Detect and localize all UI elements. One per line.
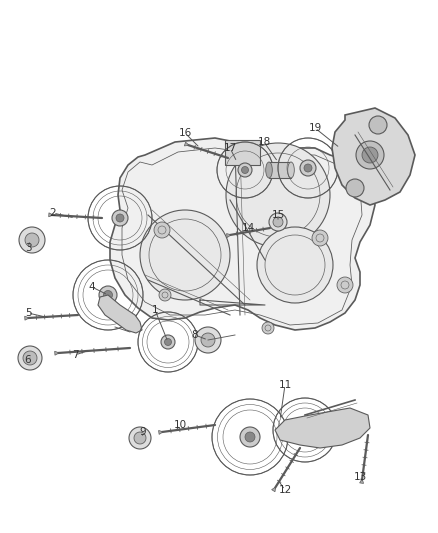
- Text: 14: 14: [241, 223, 254, 233]
- Text: 12: 12: [279, 485, 292, 495]
- Circle shape: [201, 333, 215, 347]
- Polygon shape: [49, 213, 52, 217]
- Circle shape: [300, 160, 316, 176]
- Circle shape: [362, 147, 378, 163]
- Bar: [225, 140, 260, 165]
- Circle shape: [154, 222, 170, 238]
- Circle shape: [195, 327, 221, 353]
- Text: 18: 18: [258, 137, 271, 147]
- Circle shape: [356, 141, 384, 169]
- Polygon shape: [272, 488, 276, 492]
- Circle shape: [129, 427, 151, 449]
- Ellipse shape: [288, 162, 294, 178]
- Polygon shape: [159, 431, 162, 434]
- Circle shape: [269, 213, 287, 231]
- Text: 8: 8: [192, 330, 198, 340]
- Polygon shape: [98, 295, 142, 333]
- Circle shape: [159, 289, 171, 301]
- Text: 1: 1: [152, 305, 158, 315]
- Text: 3: 3: [25, 243, 31, 253]
- Text: 5: 5: [25, 308, 31, 318]
- Polygon shape: [360, 480, 364, 483]
- Text: 17: 17: [223, 143, 237, 153]
- Circle shape: [337, 277, 353, 293]
- Text: 19: 19: [308, 123, 321, 133]
- Text: 11: 11: [279, 380, 292, 390]
- Circle shape: [161, 335, 175, 349]
- Circle shape: [346, 179, 364, 197]
- Text: 6: 6: [25, 355, 31, 365]
- Circle shape: [134, 432, 146, 444]
- Circle shape: [304, 164, 312, 172]
- Polygon shape: [55, 351, 58, 355]
- Text: 15: 15: [272, 210, 285, 220]
- Circle shape: [165, 338, 172, 345]
- Text: 2: 2: [49, 208, 57, 218]
- Circle shape: [25, 233, 39, 247]
- Text: 13: 13: [353, 472, 367, 482]
- Circle shape: [262, 322, 274, 334]
- Circle shape: [99, 286, 117, 304]
- Polygon shape: [184, 142, 188, 146]
- Text: 10: 10: [173, 420, 187, 430]
- Circle shape: [238, 163, 252, 177]
- Circle shape: [369, 116, 387, 134]
- Bar: [269, 162, 291, 178]
- Polygon shape: [275, 408, 370, 448]
- Circle shape: [226, 143, 330, 247]
- Ellipse shape: [266, 162, 272, 178]
- Circle shape: [241, 166, 248, 174]
- Text: 16: 16: [178, 128, 192, 138]
- Circle shape: [301, 426, 309, 434]
- Text: 7: 7: [72, 350, 78, 360]
- Circle shape: [116, 214, 124, 222]
- Circle shape: [273, 217, 283, 227]
- Circle shape: [140, 210, 230, 300]
- Circle shape: [312, 230, 328, 246]
- Text: 9: 9: [140, 427, 146, 437]
- Circle shape: [23, 351, 37, 365]
- Circle shape: [19, 227, 45, 253]
- Circle shape: [18, 346, 42, 370]
- Text: 4: 4: [88, 282, 95, 292]
- Circle shape: [112, 210, 128, 226]
- Circle shape: [245, 432, 255, 442]
- Circle shape: [257, 227, 333, 303]
- Polygon shape: [226, 233, 230, 238]
- Circle shape: [297, 422, 313, 438]
- Polygon shape: [332, 108, 415, 205]
- Polygon shape: [25, 316, 28, 320]
- Circle shape: [103, 290, 113, 300]
- Polygon shape: [110, 138, 375, 330]
- Circle shape: [240, 427, 260, 447]
